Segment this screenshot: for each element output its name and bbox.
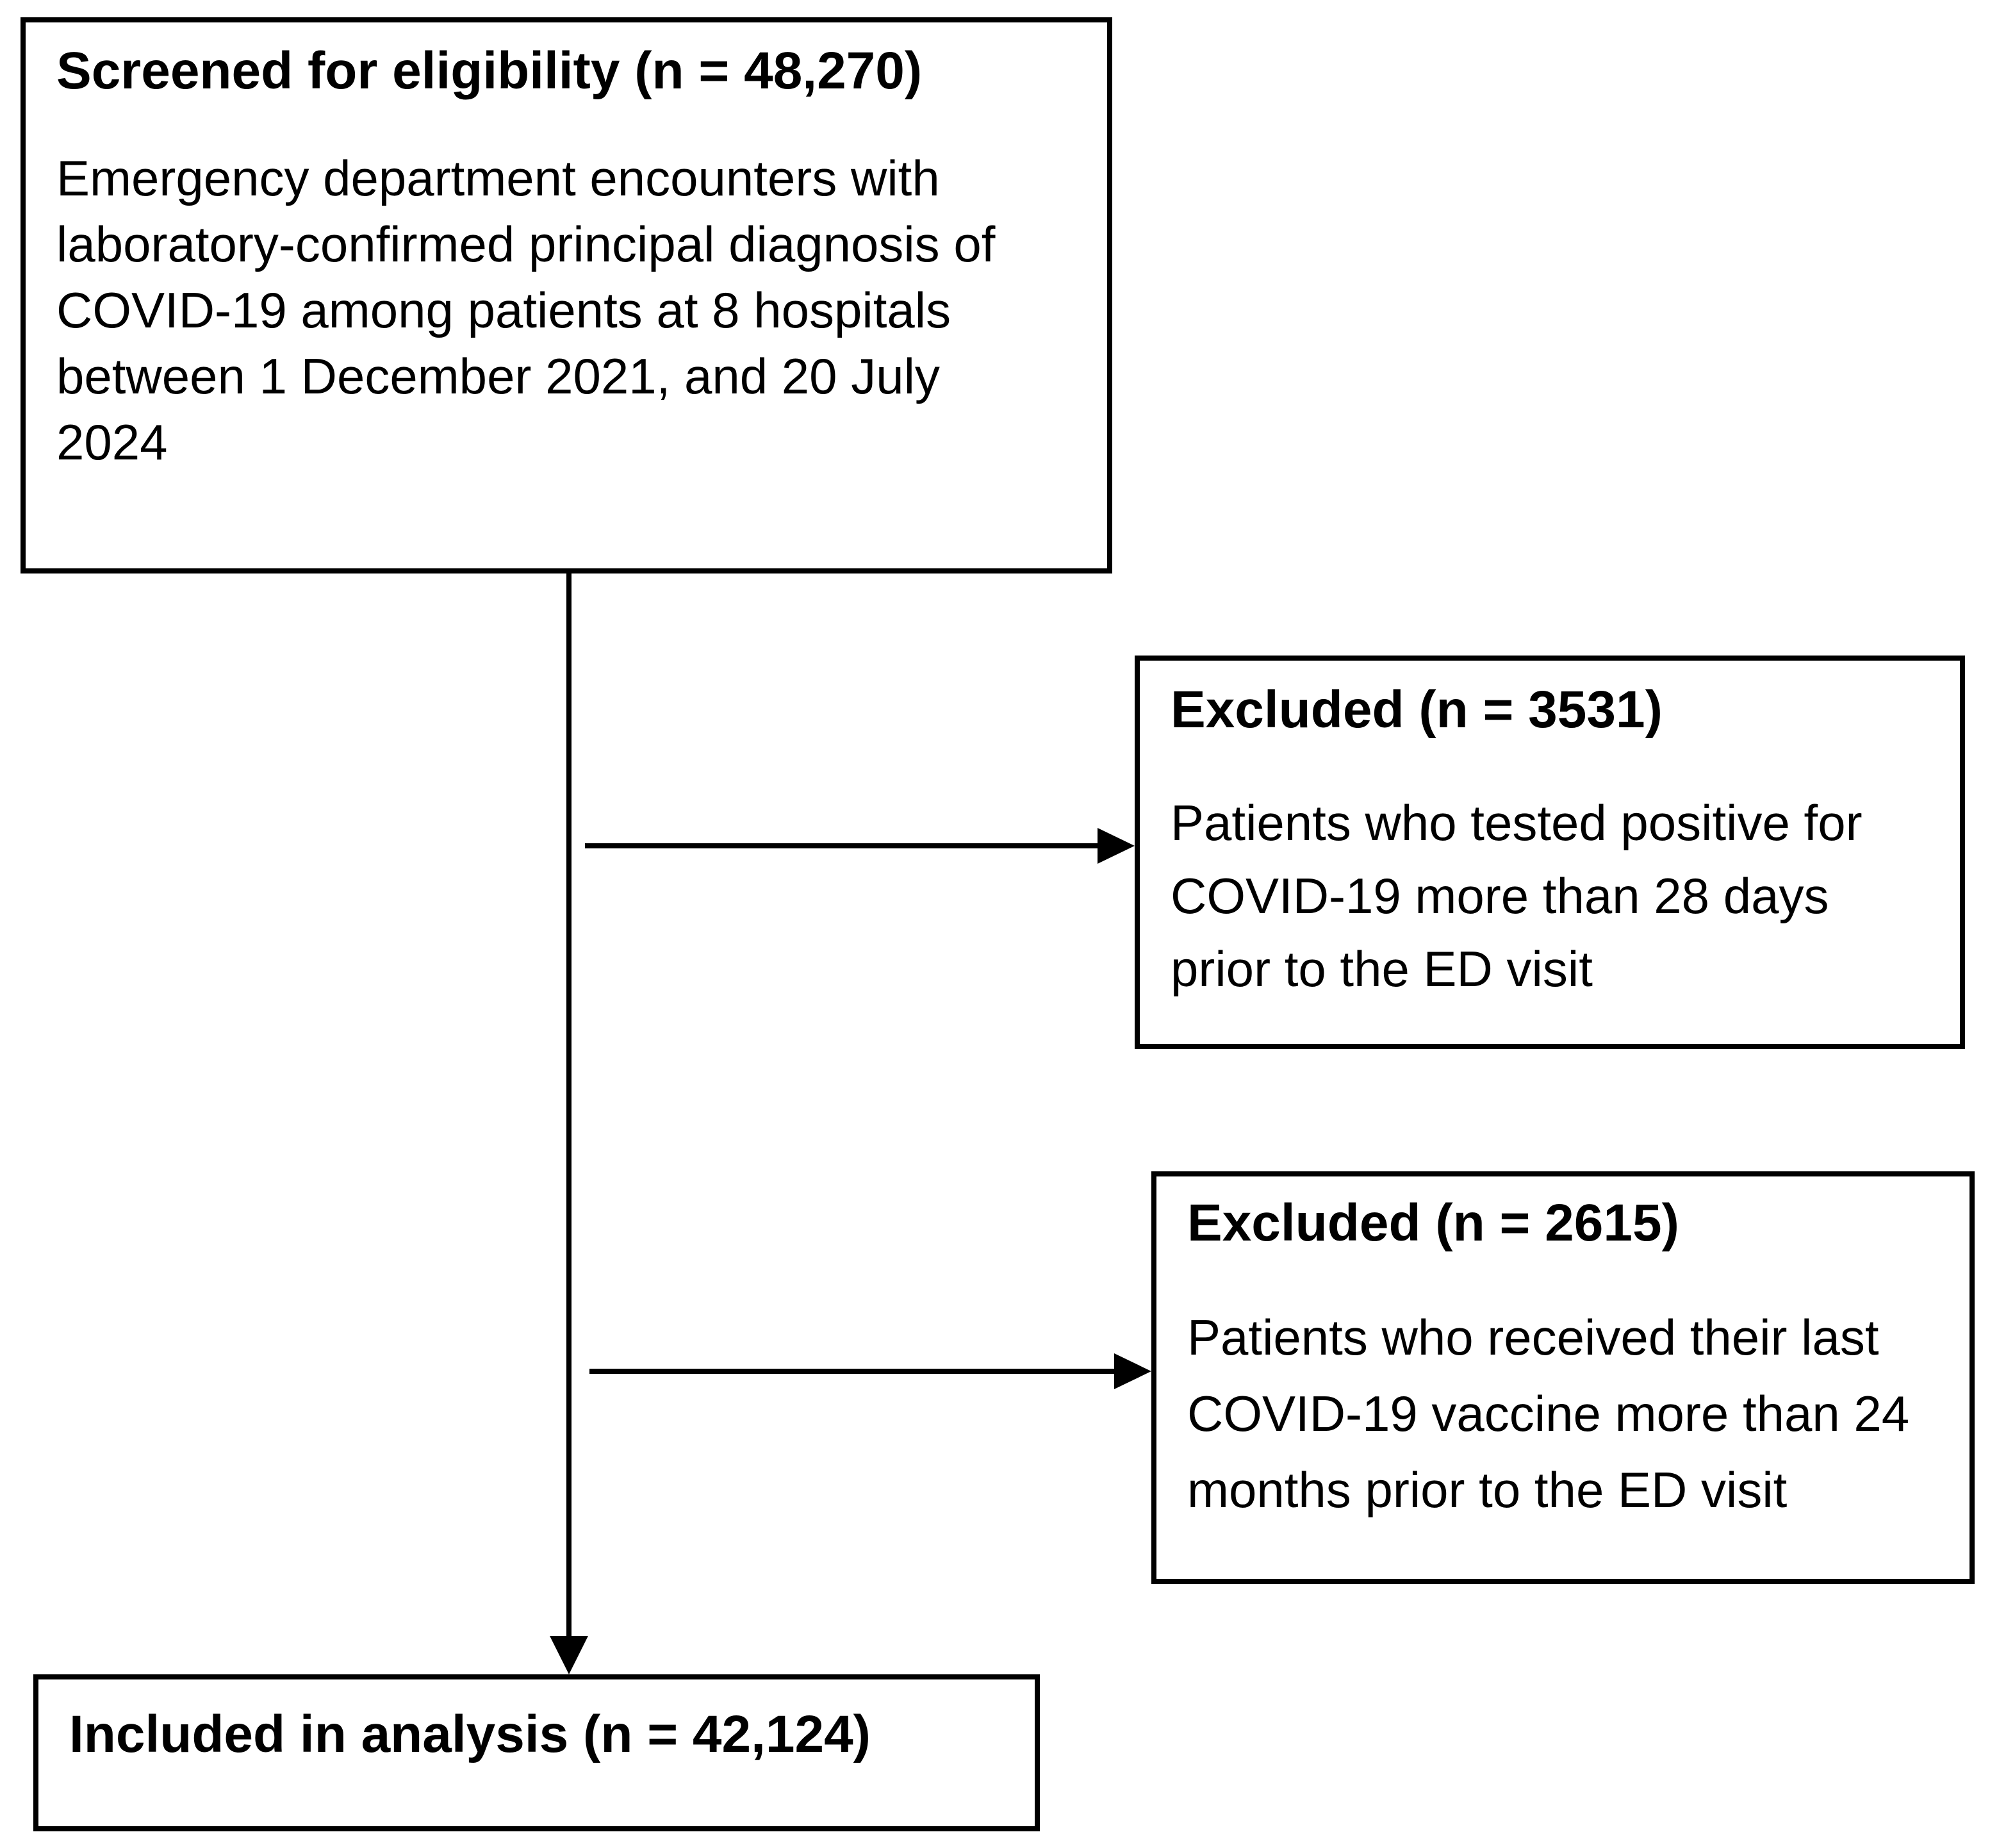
excluded-box-1-title: Excluded (n = 3531) — [1171, 681, 1663, 739]
included-box-title: Included in analysis (n = 42,124) — [69, 1705, 871, 1763]
right-arrowhead-icon — [1114, 1353, 1151, 1389]
body-line: laboratory-confirmed principal diagnosis… — [56, 216, 996, 272]
screened-box-body: Emergency department encounters with lab… — [56, 145, 1084, 475]
body-line: Patients who tested positive for — [1171, 795, 1863, 851]
right-arrowhead-icon — [1098, 828, 1135, 864]
body-line: Patients who received their last — [1187, 1309, 1879, 1365]
body-line: 2024 — [56, 414, 168, 470]
body-line: between 1 December 2021, and 20 July — [56, 348, 940, 404]
body-line: COVID-19 vaccine more than 24 — [1187, 1385, 1910, 1442]
vertical-flow-line — [566, 573, 572, 1636]
excluded-box-1-body: Patients who tested positive for COVID-1… — [1171, 786, 1937, 1005]
excluded-box-2-body: Patients who received their last COVID-1… — [1187, 1299, 1946, 1528]
down-arrowhead-icon — [550, 1636, 588, 1674]
branch-line-excluded-1 — [585, 843, 1098, 848]
body-line: COVID-19 more than 28 days — [1171, 868, 1829, 924]
body-line: prior to the ED visit — [1171, 941, 1593, 997]
body-line: COVID-19 among patients at 8 hospitals — [56, 282, 951, 338]
included-box: Included in analysis (n = 42,124) — [33, 1674, 1040, 1831]
body-line: Emergency department encounters with — [56, 150, 940, 206]
body-line: months prior to the ED visit — [1187, 1462, 1788, 1518]
screened-box: Screened for eligibility (n = 48,270) Em… — [21, 17, 1112, 573]
excluded-box-2-title: Excluded (n = 2615) — [1187, 1194, 1679, 1252]
excluded-box-1: Excluded (n = 3531) Patients who tested … — [1135, 656, 1965, 1049]
screened-box-title: Screened for eligibility (n = 48,270) — [56, 42, 923, 100]
excluded-box-2: Excluded (n = 2615) Patients who receive… — [1151, 1171, 1975, 1584]
branch-line-excluded-2 — [589, 1369, 1114, 1374]
